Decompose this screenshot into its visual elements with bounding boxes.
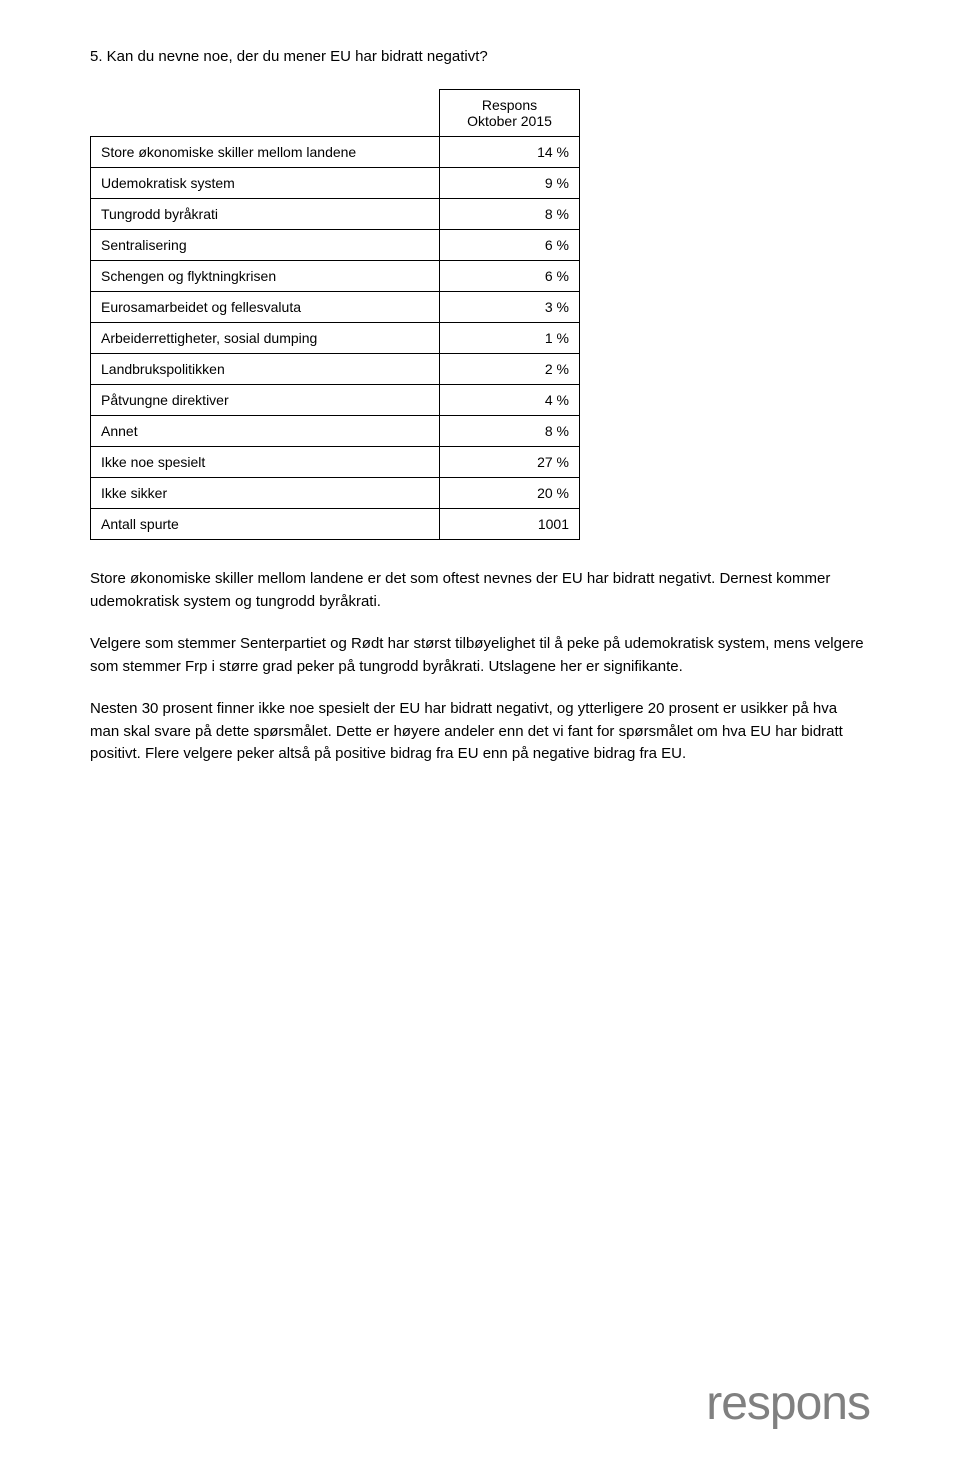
table-row: Store økonomiske skiller mellom landene … (91, 137, 580, 168)
row-value: 2 % (440, 354, 580, 385)
table-header-row: Respons Oktober 2015 (91, 90, 580, 137)
table-row: Antall spurte 1001 (91, 509, 580, 540)
table-row: Eurosamarbeidet og fellesvaluta 3 % (91, 292, 580, 323)
table-row: Annet 8 % (91, 416, 580, 447)
row-value: 27 % (440, 447, 580, 478)
table-row: Påtvungne direktiver 4 % (91, 385, 580, 416)
table-row: Sentralisering 6 % (91, 230, 580, 261)
empty-header-cell (91, 90, 440, 137)
table-row: Ikke sikker 20 % (91, 478, 580, 509)
question-heading: 5. Kan du nevne noe, der du mener EU har… (90, 48, 870, 65)
row-label: Udemokratisk system (91, 168, 440, 199)
row-value: 1 % (440, 323, 580, 354)
table-row: Arbeiderrettigheter, sosial dumping 1 % (91, 323, 580, 354)
header-line1: Respons (482, 97, 537, 113)
row-value: 8 % (440, 199, 580, 230)
row-label: Store økonomiske skiller mellom landene (91, 137, 440, 168)
table-row: Tungrodd byråkrati 8 % (91, 199, 580, 230)
table-row: Landbrukspolitikken 2 % (91, 354, 580, 385)
table-row: Ikke noe spesielt 27 % (91, 447, 580, 478)
row-label: Ikke sikker (91, 478, 440, 509)
row-value: 6 % (440, 230, 580, 261)
header-line2: Oktober 2015 (467, 113, 552, 129)
results-table: Respons Oktober 2015 Store økonomiske sk… (90, 89, 580, 540)
row-label: Annet (91, 416, 440, 447)
row-label: Ikke noe spesielt (91, 447, 440, 478)
row-label: Sentralisering (91, 230, 440, 261)
row-value: 14 % (440, 137, 580, 168)
body-paragraph-2: Velgere som stemmer Senterpartiet og Rød… (90, 633, 870, 678)
respons-logo: respons (706, 1376, 870, 1431)
row-label: Tungrodd byråkrati (91, 199, 440, 230)
body-paragraph-3: Nesten 30 prosent finner ikke noe spesie… (90, 698, 870, 766)
table-row: Udemokratisk system 9 % (91, 168, 580, 199)
row-label: Schengen og flyktningkrisen (91, 261, 440, 292)
row-label: Landbrukspolitikken (91, 354, 440, 385)
row-label: Påtvungne direktiver (91, 385, 440, 416)
row-value: 3 % (440, 292, 580, 323)
row-value: 6 % (440, 261, 580, 292)
column-header: Respons Oktober 2015 (440, 90, 580, 137)
row-value: 4 % (440, 385, 580, 416)
row-label: Antall spurte (91, 509, 440, 540)
body-paragraph-1: Store økonomiske skiller mellom landene … (90, 568, 870, 613)
row-label: Arbeiderrettigheter, sosial dumping (91, 323, 440, 354)
row-value: 1001 (440, 509, 580, 540)
row-value: 9 % (440, 168, 580, 199)
row-label: Eurosamarbeidet og fellesvaluta (91, 292, 440, 323)
table-row: Schengen og flyktningkrisen 6 % (91, 261, 580, 292)
row-value: 20 % (440, 478, 580, 509)
row-value: 8 % (440, 416, 580, 447)
